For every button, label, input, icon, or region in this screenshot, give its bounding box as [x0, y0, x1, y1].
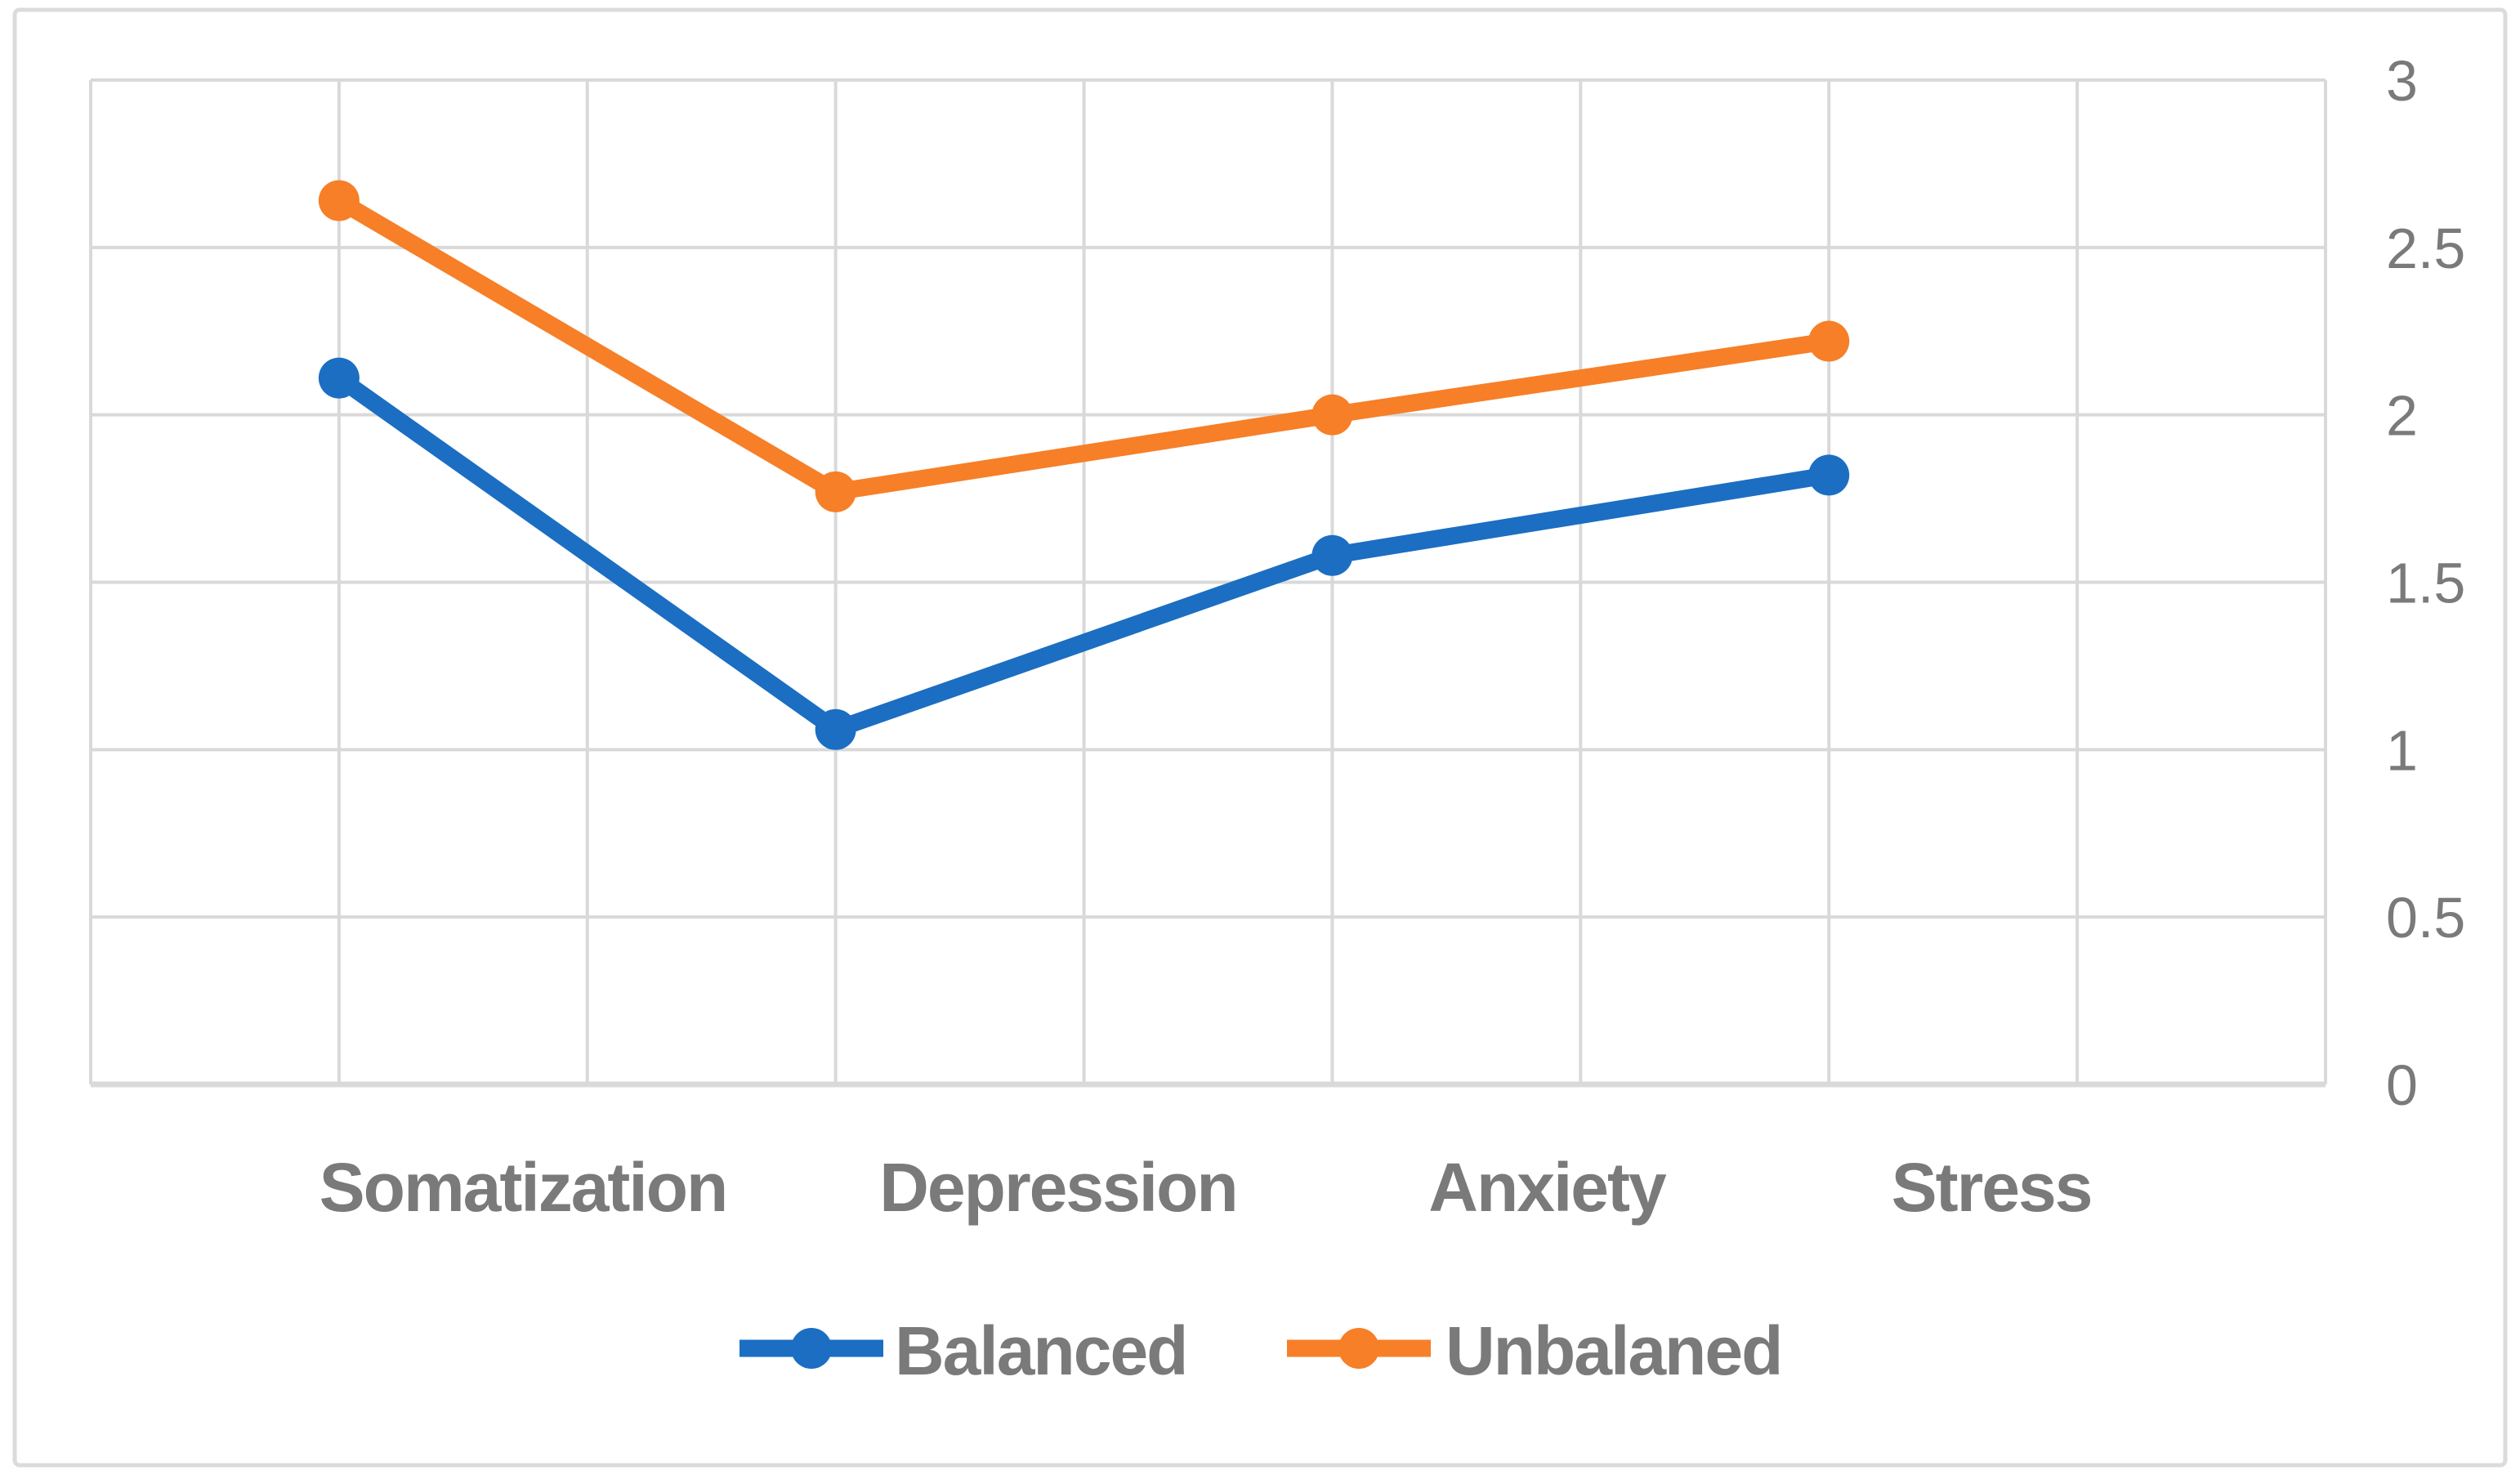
- series-line: [330, 191, 1838, 501]
- legend-label: Unbalaned: [1445, 1312, 1781, 1389]
- y-tick-label: 2.5: [2386, 217, 2465, 280]
- figure-border: [12, 7, 2508, 1468]
- legend-label: Balanced: [895, 1312, 1187, 1389]
- y-tick-label: 0: [2386, 1053, 2418, 1117]
- legend-marker: [1338, 1328, 1379, 1369]
- category-label: Somatization: [319, 1149, 727, 1226]
- y-tick-label: 3: [2386, 49, 2418, 113]
- legend: Balanced Unbalaned: [739, 1312, 1783, 1389]
- series-balanced: [318, 357, 1850, 750]
- series-line: [330, 369, 1838, 739]
- data-point-marker: [318, 357, 360, 399]
- data-point-marker: [1311, 534, 1353, 576]
- data-point-marker: [815, 471, 856, 512]
- legend-item-balanced: Balanced: [739, 1312, 1189, 1389]
- category-label: Stress: [1892, 1149, 2092, 1226]
- data-point-marker: [1808, 320, 1850, 362]
- gridlines: [89, 78, 2327, 1088]
- data-point-marker: [318, 180, 360, 221]
- data-point-marker: [815, 708, 856, 750]
- series-unbalaned: [318, 180, 1850, 512]
- y-tick-label: 2: [2386, 384, 2418, 448]
- data-point-marker: [1311, 394, 1353, 436]
- legend-marker: [791, 1328, 832, 1369]
- y-axis-tick-labels: 0 0.5 1 1.5 2 2.5 3: [2386, 49, 2465, 1117]
- y-tick-label: 1: [2386, 718, 2418, 782]
- x-axis-category-labels: Somatization Depression Anxiety Stress: [319, 1149, 2093, 1226]
- y-tick-label: 0.5: [2386, 886, 2465, 950]
- y-tick-label: 1.5: [2386, 552, 2465, 615]
- category-label: Anxiety: [1428, 1149, 1667, 1226]
- legend-item-unbalaned: Unbalaned: [1287, 1312, 1783, 1389]
- category-label: Depression: [879, 1149, 1237, 1226]
- data-point-marker: [1808, 454, 1850, 496]
